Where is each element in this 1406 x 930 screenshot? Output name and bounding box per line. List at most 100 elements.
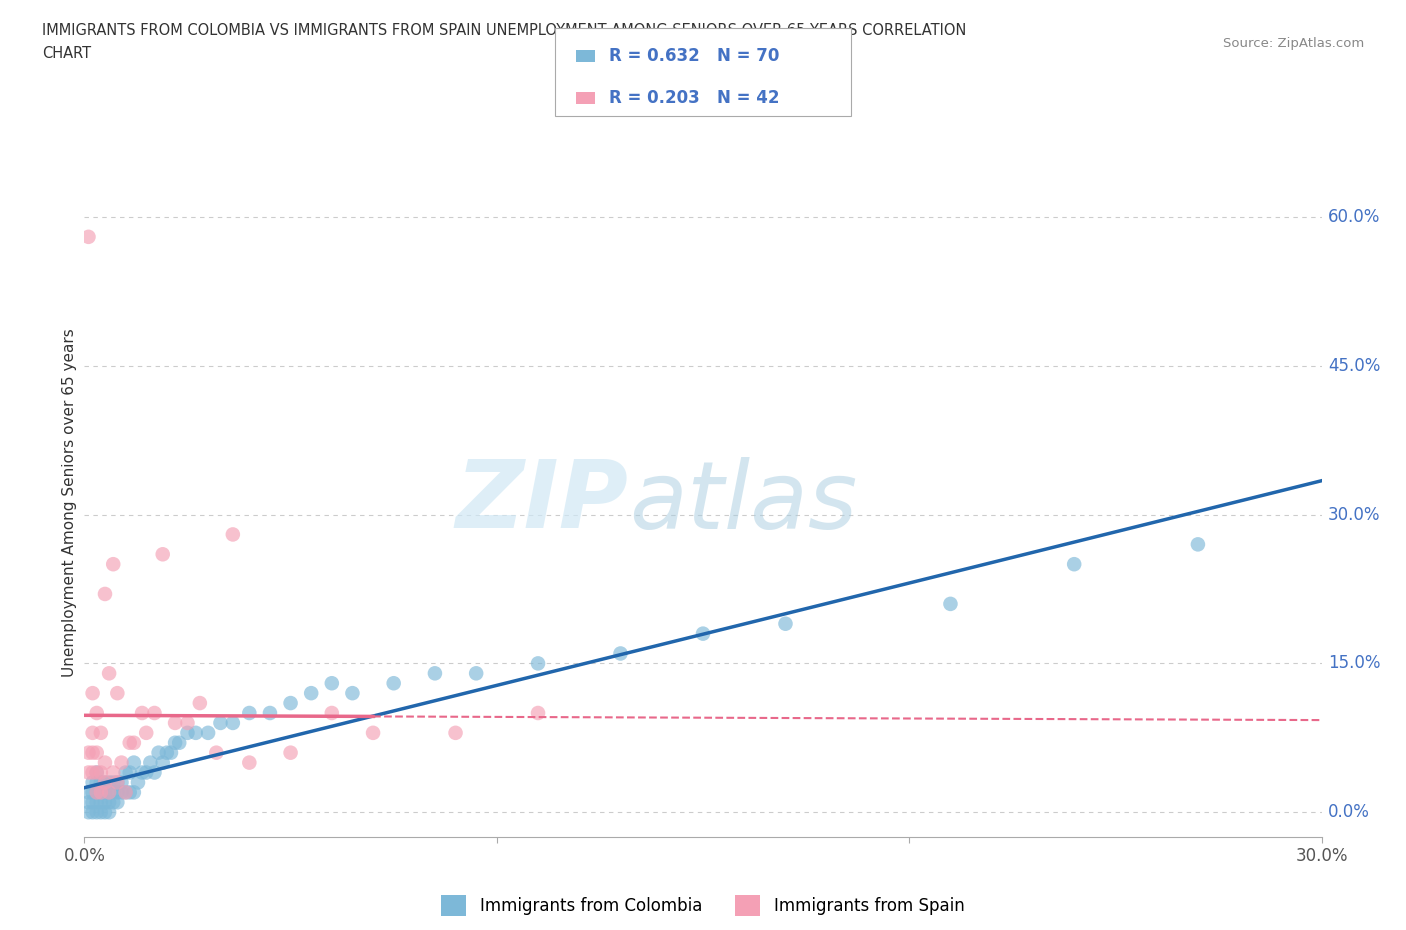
Text: Source: ZipAtlas.com: Source: ZipAtlas.com <box>1223 37 1364 50</box>
Point <box>205 745 228 760</box>
Point <box>156 745 179 760</box>
Point <box>143 765 166 780</box>
Point <box>280 696 302 711</box>
Point <box>105 795 128 810</box>
Point <box>188 696 211 711</box>
Point <box>527 656 550 671</box>
Point <box>86 785 108 800</box>
Point <box>82 765 104 780</box>
Point <box>152 755 174 770</box>
Point <box>135 765 157 780</box>
Point <box>105 685 128 700</box>
Point <box>165 736 187 751</box>
Point <box>86 765 108 780</box>
Point <box>160 745 183 760</box>
Point <box>98 795 121 810</box>
Point <box>82 725 104 740</box>
Point <box>167 736 190 751</box>
Point <box>90 765 112 780</box>
Point <box>1063 557 1085 572</box>
Point <box>77 804 100 819</box>
Point <box>114 765 136 780</box>
Point <box>127 775 149 790</box>
Point <box>118 736 141 751</box>
Point <box>775 617 797 631</box>
Point <box>82 785 104 800</box>
Point <box>382 676 405 691</box>
Point <box>143 706 166 721</box>
Point <box>209 715 232 730</box>
Point <box>98 775 121 790</box>
Text: IMMIGRANTS FROM COLOMBIA VS IMMIGRANTS FROM SPAIN UNEMPLOYMENT AMONG SENIORS OVE: IMMIGRANTS FROM COLOMBIA VS IMMIGRANTS F… <box>42 23 966 38</box>
Y-axis label: Unemployment Among Seniors over 65 years: Unemployment Among Seniors over 65 years <box>62 328 77 677</box>
Point <box>98 785 121 800</box>
Point <box>103 775 125 790</box>
Point <box>94 785 117 800</box>
Point <box>342 685 364 700</box>
Point <box>131 765 153 780</box>
Point <box>77 745 100 760</box>
Point <box>103 557 125 572</box>
Point <box>103 785 125 800</box>
Point <box>197 725 219 740</box>
Point <box>90 804 112 819</box>
Point <box>94 804 117 819</box>
Point <box>94 755 117 770</box>
Point <box>122 785 145 800</box>
Text: atlas: atlas <box>628 457 858 548</box>
Text: 45.0%: 45.0% <box>1327 357 1381 375</box>
Point <box>135 725 157 740</box>
Point <box>122 736 145 751</box>
Point <box>90 725 112 740</box>
Point <box>103 795 125 810</box>
Point <box>77 765 100 780</box>
Point <box>82 685 104 700</box>
Point <box>94 587 117 602</box>
Point <box>90 785 112 800</box>
Point <box>299 685 322 700</box>
Point <box>86 795 108 810</box>
Point <box>86 745 108 760</box>
Point <box>122 755 145 770</box>
Point <box>609 646 631 661</box>
Point <box>444 725 467 740</box>
Point <box>94 795 117 810</box>
Point <box>98 785 121 800</box>
Point <box>77 230 100 245</box>
Text: 60.0%: 60.0% <box>1327 208 1381 226</box>
Text: R = 0.632   N = 70: R = 0.632 N = 70 <box>609 46 779 65</box>
Point <box>527 706 550 721</box>
Point <box>280 745 302 760</box>
Point <box>103 765 125 780</box>
Point <box>82 795 104 810</box>
Point <box>90 785 112 800</box>
Point <box>939 596 962 611</box>
Point <box>110 785 132 800</box>
Point <box>176 715 198 730</box>
Point <box>1187 537 1209 551</box>
Point <box>222 527 245 542</box>
Point <box>90 775 112 790</box>
Text: 30.0%: 30.0% <box>1327 506 1381 524</box>
Text: R = 0.203   N = 42: R = 0.203 N = 42 <box>609 88 779 107</box>
Point <box>82 804 104 819</box>
Point <box>86 804 108 819</box>
Point <box>110 775 132 790</box>
Point <box>238 755 260 770</box>
Point <box>90 795 112 810</box>
Point <box>86 765 108 780</box>
Point <box>361 725 384 740</box>
Point <box>98 666 121 681</box>
Point <box>238 706 260 721</box>
Point <box>110 755 132 770</box>
Point <box>94 775 117 790</box>
Point <box>82 745 104 760</box>
Point <box>105 775 128 790</box>
Point <box>259 706 281 721</box>
Text: ZIP: ZIP <box>456 457 628 548</box>
Text: CHART: CHART <box>42 46 91 61</box>
Point <box>114 785 136 800</box>
Point <box>148 745 170 760</box>
Point <box>423 666 446 681</box>
Point <box>465 666 488 681</box>
